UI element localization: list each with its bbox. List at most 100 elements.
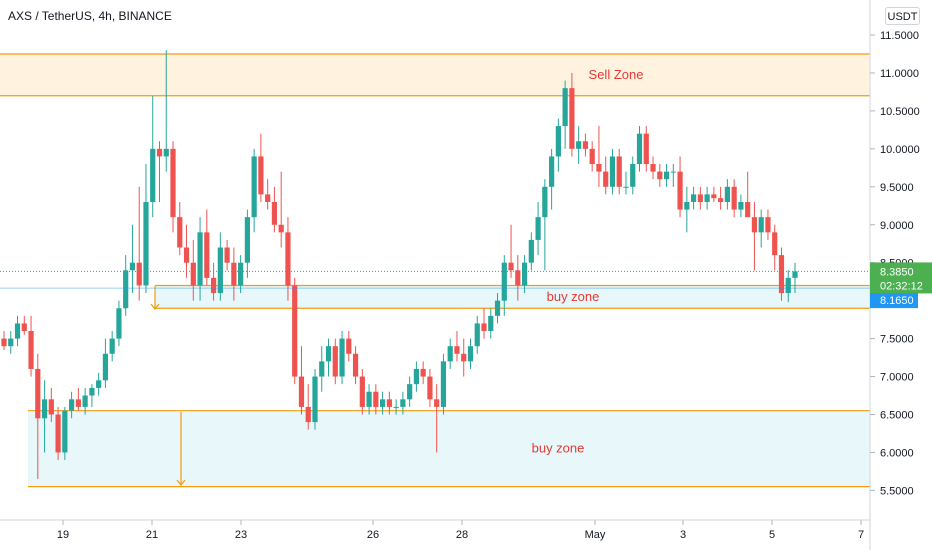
time-tick-label: 3	[680, 529, 686, 541]
price-tick-label: 9.0000	[880, 220, 914, 232]
candle-body	[271, 201, 278, 225]
candle-body	[758, 217, 764, 233]
candle-body	[711, 194, 717, 199]
candle-body	[204, 232, 210, 278]
candle-body	[35, 368, 41, 419]
arrow-head	[150, 303, 160, 310]
arrow-head	[176, 479, 186, 486]
candle-body	[562, 88, 568, 127]
chart-title: AXS / TetherUS, 4h, BINANCE	[8, 9, 172, 23]
candle-body	[325, 346, 332, 362]
candle-body	[420, 368, 426, 377]
candle-body	[494, 300, 501, 316]
candle-body	[765, 217, 771, 233]
time-tick-label: 19	[57, 529, 69, 541]
candle-body	[616, 156, 622, 187]
candle-body	[704, 194, 710, 202]
candle-body	[190, 262, 196, 286]
candle-body	[751, 217, 758, 233]
candle-body	[1, 338, 7, 347]
candle-body	[373, 391, 379, 407]
candle-body	[636, 133, 643, 165]
candle-body	[312, 376, 318, 423]
candle-body	[346, 338, 352, 354]
candle-body	[224, 247, 230, 263]
candle-body	[724, 186, 730, 202]
marker-price-box	[870, 293, 918, 309]
candle-body	[102, 353, 109, 381]
price-tick-label: 7.0000	[880, 372, 914, 384]
candle-body	[690, 194, 697, 202]
candle-body	[467, 346, 474, 362]
candle-body	[684, 201, 690, 210]
candle-body	[62, 410, 68, 453]
candle-body	[21, 323, 27, 332]
candle-body	[772, 232, 778, 256]
candle-body	[332, 346, 338, 377]
time-tick-label: 7	[858, 529, 864, 541]
candle-body	[535, 217, 541, 240]
candle-body	[792, 271, 798, 278]
candle-body	[258, 156, 264, 195]
annotations-layer: Sell Zone buy zone buy zone	[0, 67, 870, 486]
candle-body	[650, 164, 656, 172]
candle-body	[292, 285, 298, 377]
candle-body	[569, 88, 575, 149]
candle-body	[603, 171, 609, 187]
candle-body	[461, 353, 467, 362]
candle-body	[413, 368, 420, 385]
candle-body	[55, 414, 61, 453]
candle-body	[778, 255, 785, 294]
candle-body	[123, 270, 129, 309]
candles-layer	[1, 50, 798, 480]
price-tick-label: 6.0000	[880, 447, 914, 459]
candle-body	[521, 262, 528, 286]
candle-body	[386, 399, 392, 407]
candle-body	[197, 232, 203, 286]
candle-body	[400, 399, 406, 407]
zone-fill	[155, 285, 870, 309]
candle-body	[8, 338, 14, 347]
candle-body	[670, 171, 676, 173]
candle-body	[75, 399, 81, 407]
price-tick-label: 11.0000	[880, 68, 919, 80]
candle-body	[265, 194, 271, 202]
candle-body	[298, 376, 305, 407]
candle-body	[440, 361, 447, 407]
candle-body	[393, 406, 399, 408]
price-tick-label: 5.5000	[880, 485, 914, 497]
candle-body	[143, 201, 149, 286]
candle-body	[89, 387, 95, 396]
last-price-label: 8.3850	[880, 266, 914, 278]
candle-body	[150, 148, 156, 202]
zone-label: buy zone	[547, 289, 600, 304]
candle-body	[630, 164, 636, 187]
candle-body	[745, 201, 751, 218]
time-tick-label: 5	[769, 529, 775, 541]
candle-body	[352, 353, 359, 377]
candle-body	[474, 323, 480, 347]
time-tick-label: 28	[456, 529, 468, 541]
time-tick-label: 23	[235, 529, 247, 541]
candle-body	[305, 406, 311, 423]
currency-button[interactable]: USDT	[885, 7, 920, 25]
candle-body	[434, 399, 440, 407]
candle-body	[488, 315, 494, 332]
candle-body	[116, 308, 122, 339]
candle-body	[731, 186, 737, 210]
candle-body	[697, 194, 703, 202]
candle-body	[278, 224, 284, 233]
marker-price-label: 8.1650	[880, 295, 914, 307]
price-tick-label: 6.5000	[880, 410, 914, 422]
candle-body	[238, 262, 244, 286]
candle-body	[528, 239, 534, 263]
candle-body	[41, 399, 48, 419]
zone-label: Sell Zone	[589, 67, 644, 82]
candle-body	[623, 186, 629, 188]
candle-body	[549, 156, 555, 187]
candle-body	[454, 346, 460, 354]
candle-body	[210, 277, 217, 294]
candle-body	[109, 338, 115, 354]
